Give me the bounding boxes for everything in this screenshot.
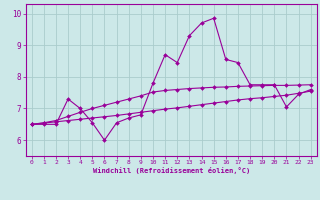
X-axis label: Windchill (Refroidissement éolien,°C): Windchill (Refroidissement éolien,°C) [92, 167, 250, 174]
